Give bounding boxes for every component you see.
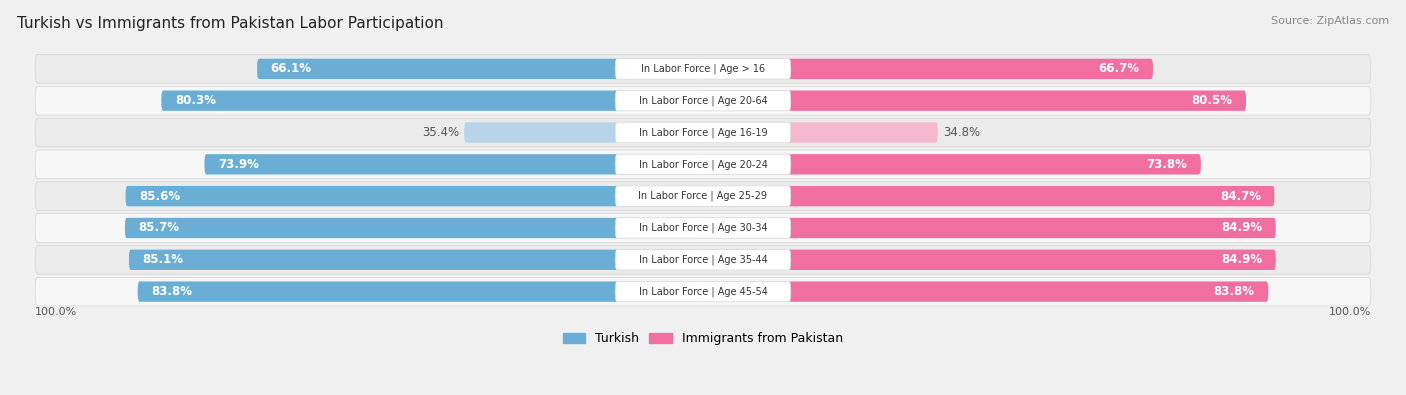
FancyBboxPatch shape	[616, 218, 790, 238]
FancyBboxPatch shape	[125, 186, 703, 206]
FancyBboxPatch shape	[703, 281, 1268, 302]
Text: In Labor Force | Age 45-54: In Labor Force | Age 45-54	[638, 286, 768, 297]
FancyBboxPatch shape	[616, 122, 790, 143]
Text: 73.8%: 73.8%	[1146, 158, 1187, 171]
FancyBboxPatch shape	[35, 118, 1371, 147]
Text: 66.7%: 66.7%	[1098, 62, 1139, 75]
FancyBboxPatch shape	[703, 154, 1201, 175]
FancyBboxPatch shape	[464, 122, 703, 143]
FancyBboxPatch shape	[703, 250, 1275, 270]
Text: 80.3%: 80.3%	[174, 94, 215, 107]
FancyBboxPatch shape	[616, 186, 790, 206]
FancyBboxPatch shape	[703, 186, 1274, 206]
FancyBboxPatch shape	[35, 55, 1371, 83]
Text: In Labor Force | Age > 16: In Labor Force | Age > 16	[641, 64, 765, 74]
FancyBboxPatch shape	[35, 245, 1371, 274]
Text: 85.1%: 85.1%	[142, 253, 183, 266]
Text: 85.7%: 85.7%	[138, 222, 180, 235]
FancyBboxPatch shape	[616, 250, 790, 270]
Text: 84.9%: 84.9%	[1220, 222, 1263, 235]
Legend: Turkish, Immigrants from Pakistan: Turkish, Immigrants from Pakistan	[558, 327, 848, 350]
Text: 80.5%: 80.5%	[1191, 94, 1233, 107]
Text: 83.8%: 83.8%	[1213, 285, 1254, 298]
Text: 73.9%: 73.9%	[218, 158, 259, 171]
FancyBboxPatch shape	[35, 214, 1371, 242]
Text: 100.0%: 100.0%	[1329, 307, 1371, 317]
FancyBboxPatch shape	[35, 182, 1371, 211]
FancyBboxPatch shape	[257, 59, 703, 79]
Text: In Labor Force | Age 20-64: In Labor Force | Age 20-64	[638, 96, 768, 106]
Text: In Labor Force | Age 25-29: In Labor Force | Age 25-29	[638, 191, 768, 201]
FancyBboxPatch shape	[703, 90, 1246, 111]
FancyBboxPatch shape	[35, 277, 1371, 306]
FancyBboxPatch shape	[616, 59, 790, 79]
Text: In Labor Force | Age 20-24: In Labor Force | Age 20-24	[638, 159, 768, 169]
Text: 84.7%: 84.7%	[1220, 190, 1261, 203]
FancyBboxPatch shape	[616, 90, 790, 111]
FancyBboxPatch shape	[35, 87, 1371, 115]
FancyBboxPatch shape	[125, 218, 703, 238]
Text: 66.1%: 66.1%	[270, 62, 312, 75]
FancyBboxPatch shape	[35, 150, 1371, 179]
Text: 84.9%: 84.9%	[1220, 253, 1263, 266]
Text: Source: ZipAtlas.com: Source: ZipAtlas.com	[1271, 16, 1389, 26]
Text: 85.6%: 85.6%	[139, 190, 180, 203]
Text: 34.8%: 34.8%	[943, 126, 980, 139]
FancyBboxPatch shape	[616, 154, 790, 175]
Text: Turkish vs Immigrants from Pakistan Labor Participation: Turkish vs Immigrants from Pakistan Labo…	[17, 16, 443, 31]
Text: In Labor Force | Age 35-44: In Labor Force | Age 35-44	[638, 254, 768, 265]
Text: In Labor Force | Age 16-19: In Labor Force | Age 16-19	[638, 127, 768, 138]
FancyBboxPatch shape	[703, 59, 1153, 79]
FancyBboxPatch shape	[703, 122, 938, 143]
FancyBboxPatch shape	[616, 281, 790, 302]
FancyBboxPatch shape	[162, 90, 703, 111]
FancyBboxPatch shape	[138, 281, 703, 302]
FancyBboxPatch shape	[204, 154, 703, 175]
Text: 100.0%: 100.0%	[35, 307, 77, 317]
Text: In Labor Force | Age 30-34: In Labor Force | Age 30-34	[638, 223, 768, 233]
Text: 83.8%: 83.8%	[152, 285, 193, 298]
FancyBboxPatch shape	[129, 250, 703, 270]
FancyBboxPatch shape	[703, 218, 1275, 238]
Text: 35.4%: 35.4%	[422, 126, 458, 139]
